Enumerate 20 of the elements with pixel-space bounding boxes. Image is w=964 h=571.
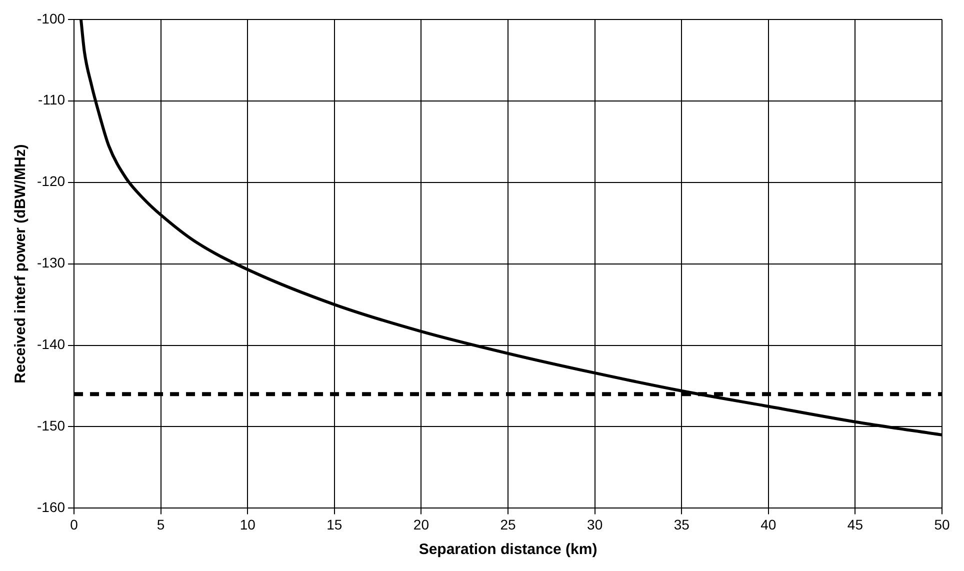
y-tick-label: -160 <box>36 499 66 516</box>
x-tick-label: 10 <box>240 516 256 532</box>
x-tick-label: 5 <box>156 516 165 532</box>
y-tick-label: -140 <box>36 336 66 352</box>
x-tick-label: 35 <box>674 516 690 532</box>
y-tick-label: -130 <box>36 254 66 271</box>
x-axis-title: Separation distance (km) <box>418 541 598 558</box>
x-tick-label: 40 <box>760 516 776 532</box>
x-tick-label: 0 <box>70 516 78 532</box>
x-tick-label: 15 <box>326 516 342 532</box>
x-tick-label: 45 <box>847 516 864 532</box>
y-tick-label: -100 <box>36 10 66 26</box>
x-tick-label: 25 <box>500 516 516 532</box>
x-tick-label: 30 <box>587 516 603 532</box>
y-tick-label: -150 <box>36 418 66 434</box>
x-tick-label: 50 <box>934 516 950 532</box>
x-tick-label: 20 <box>413 516 430 532</box>
y-tick-label: -110 <box>38 92 66 108</box>
y-axis-title: Received interf power (dBW/MHz) <box>12 144 30 384</box>
y-tick-label: -120 <box>36 173 66 190</box>
